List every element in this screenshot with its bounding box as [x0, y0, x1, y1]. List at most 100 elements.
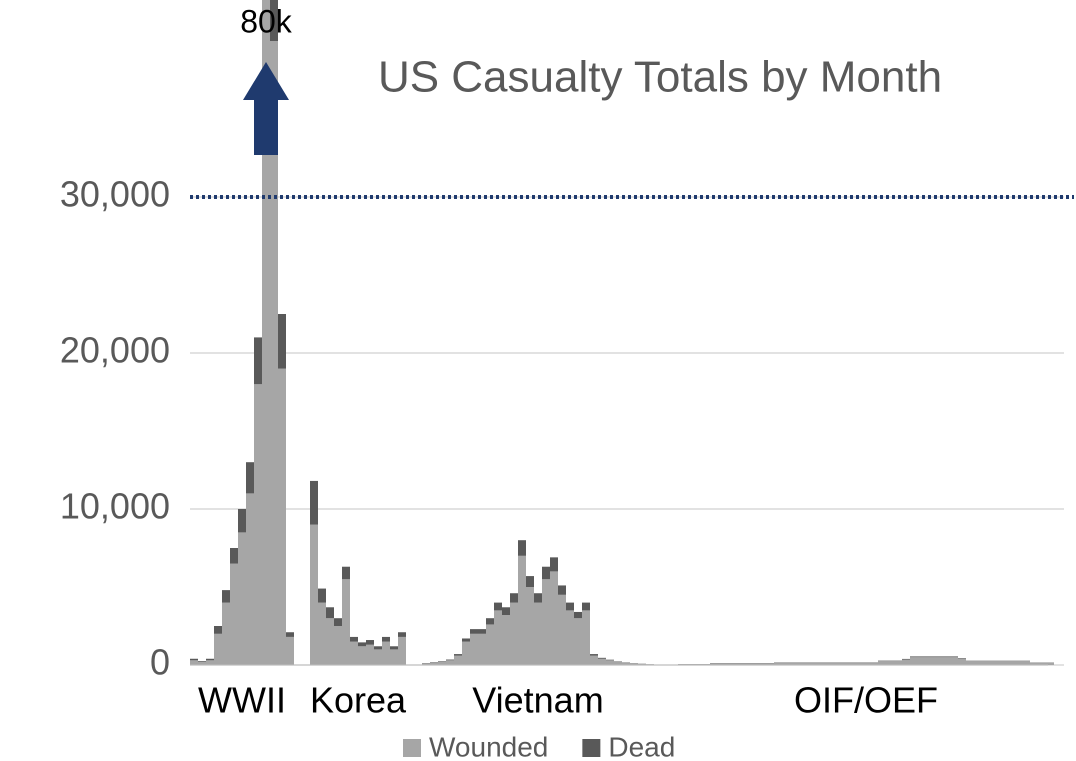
bar-segment [446, 659, 454, 661]
bar-segment [622, 662, 630, 665]
bar-segment [310, 480, 318, 525]
bar-segment [230, 548, 238, 564]
bar-segment [422, 663, 430, 665]
bar-segment [598, 658, 606, 665]
bar-segment [982, 661, 990, 665]
bar-segment [894, 661, 902, 665]
bar-segment [358, 642, 366, 647]
bar-segment [198, 661, 206, 662]
bar-segment [926, 657, 934, 665]
bar-segment [222, 590, 230, 603]
bar-segment [790, 662, 798, 665]
bar-segment [590, 654, 598, 656]
bar-segment [486, 618, 494, 625]
bar-segment [246, 462, 254, 494]
bar-segment [494, 610, 502, 665]
bar-segment [574, 618, 582, 665]
bar-segment [478, 633, 486, 665]
bar-segment [214, 626, 222, 634]
bar-segment [958, 658, 966, 659]
bar-segment [782, 662, 790, 665]
bar-segment [1030, 662, 1038, 665]
bar-segment [518, 555, 526, 665]
bar-segment [430, 662, 438, 665]
legend-swatch [403, 739, 421, 757]
bar-segment [718, 663, 726, 665]
bar-segment [206, 658, 214, 661]
bar-segment [798, 662, 806, 665]
bar-segment [838, 662, 846, 665]
bar-segment [286, 632, 294, 637]
bar-segment [974, 661, 982, 665]
bar-segment [630, 663, 638, 665]
bar-segment [710, 663, 718, 665]
bar-segment [350, 641, 358, 665]
bar-segment [1046, 662, 1054, 665]
bar-segment [558, 585, 566, 595]
bar-segment [382, 636, 390, 642]
y-tick-label: 30,000 [60, 174, 170, 215]
bar-segment [942, 656, 950, 658]
bar-segment [438, 661, 446, 662]
bar-segment [574, 611, 582, 619]
bar-segment [918, 657, 926, 665]
bar-segment [558, 594, 566, 665]
bar-segment [606, 659, 614, 661]
bar-segment [734, 663, 742, 665]
group-label: OIF/OEF [794, 680, 938, 721]
bar-segment [942, 657, 950, 665]
bar-segment [950, 657, 958, 665]
bar-segment [350, 636, 358, 642]
bar-segment [518, 540, 526, 556]
bar-segment [966, 661, 974, 665]
group-label: WWII [198, 680, 286, 721]
bar-segment [246, 493, 254, 665]
bar-segment [886, 661, 894, 665]
bar-segment [454, 655, 462, 665]
bar-segment [366, 640, 374, 645]
bar-segment [254, 337, 262, 385]
bar-segment [614, 661, 622, 665]
bar-segment [582, 610, 590, 665]
bar-segment [510, 593, 518, 603]
legend-label: Wounded [429, 731, 548, 761]
bar-segment [310, 524, 318, 665]
annotation: 80k [240, 3, 293, 39]
bar-segment [398, 632, 406, 637]
bar-segment [398, 636, 406, 665]
bar-segment [910, 657, 918, 665]
bar-segment [902, 658, 910, 660]
bar-segment [806, 662, 814, 665]
bar-segment [902, 659, 910, 665]
bar-segment [238, 532, 246, 665]
bar-segment [638, 663, 646, 665]
bar-segment [454, 654, 462, 656]
bar-segment [190, 660, 198, 665]
bar-segment [326, 607, 334, 619]
bar-segment [334, 618, 342, 626]
y-tick-label: 0 [150, 642, 170, 683]
bar-segment [958, 658, 966, 665]
bar-segment [502, 607, 510, 616]
bar-segment [214, 633, 222, 665]
bar-segment [278, 314, 286, 369]
bar-segment [510, 602, 518, 665]
bar-segment [478, 629, 486, 634]
arrow [243, 62, 289, 155]
bar-segment [590, 655, 598, 665]
bar-segment [318, 602, 326, 665]
bar-segment [462, 641, 470, 665]
bar-segment [598, 657, 606, 659]
bar-segment [254, 384, 262, 665]
bar-segment [1038, 662, 1046, 665]
bar-segment [526, 587, 534, 665]
bar-segment [390, 646, 398, 650]
bar-segment [382, 641, 390, 665]
bar-segment [270, 41, 278, 665]
legend-swatch [582, 739, 601, 757]
bar-segment [470, 629, 478, 634]
bar-segment [910, 656, 918, 658]
bar-segment [326, 618, 334, 665]
bar-segment [606, 660, 614, 665]
